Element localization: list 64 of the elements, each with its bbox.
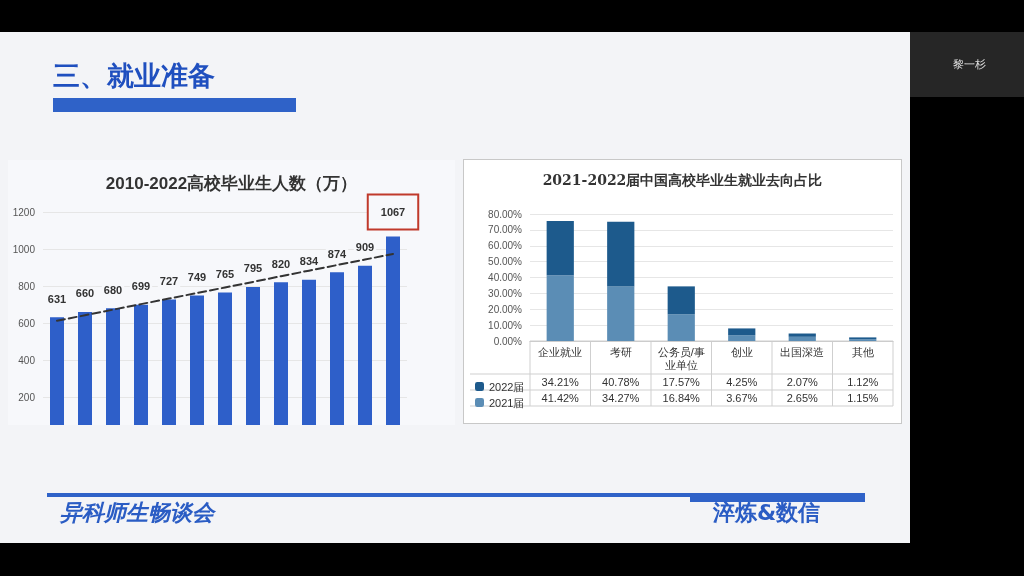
legend-label: 2022届 xyxy=(489,380,525,393)
x-tick-label: 出国深造 xyxy=(780,345,825,358)
data-label: 699 xyxy=(131,280,151,293)
data-label: 631 xyxy=(47,292,67,305)
bar xyxy=(788,336,816,341)
x-tick-label: 企业就业 xyxy=(538,345,583,358)
data-label: 34.21% xyxy=(541,376,580,388)
text: 异科师生畅谈会 xyxy=(60,499,214,527)
data-label: 874 xyxy=(327,247,348,260)
y-tick-label: 50.00% xyxy=(488,256,523,268)
y-tick-label: 60.00% xyxy=(488,240,523,252)
y-tick-label: 30.00% xyxy=(488,287,523,299)
data-label: 795 xyxy=(243,262,263,275)
data-label: 1.15% xyxy=(847,392,879,404)
bar xyxy=(667,314,695,341)
y-tick-label: 600 xyxy=(18,317,36,329)
bar xyxy=(546,275,574,341)
y-tick-label: 10.00% xyxy=(488,319,523,331)
bar xyxy=(667,286,695,315)
x-tick-label: 其他 xyxy=(851,345,874,358)
y-tick-label: 800 xyxy=(18,280,36,292)
bar xyxy=(546,220,574,276)
x-tick-label: 公务员/事业单位 xyxy=(657,345,705,371)
data-label: 16.84% xyxy=(662,392,701,404)
y-tick-label: 400 xyxy=(18,354,36,366)
y-tick-label: 1000 xyxy=(12,243,36,255)
data-label: 3.67% xyxy=(726,392,758,404)
data-label: 680 xyxy=(103,283,123,296)
data-label: 34.27% xyxy=(602,392,640,404)
bar xyxy=(728,335,756,341)
data-label: 909 xyxy=(355,241,375,254)
y-tick-label: 1200 xyxy=(12,206,36,218)
bar xyxy=(607,221,635,287)
text: 黎一杉 xyxy=(953,57,986,72)
data-label: 834 xyxy=(299,255,320,268)
chart-title: 2010-2022高校毕业生人数（万） xyxy=(105,174,358,193)
data-label: 41.42% xyxy=(541,392,580,404)
data-label: 727 xyxy=(159,275,179,288)
data-label: 4.25% xyxy=(726,376,758,388)
data-label: 40.78% xyxy=(602,376,640,388)
x-tick-label: 考研 xyxy=(609,345,632,358)
bar xyxy=(788,333,816,337)
y-tick-label: 80.00% xyxy=(488,208,523,220)
data-label: 749 xyxy=(187,270,207,283)
data-label: 765 xyxy=(215,267,235,280)
text: 三、就业准备 xyxy=(53,59,215,93)
data-label: 1.12% xyxy=(847,376,879,388)
legend-label: 2021届 xyxy=(489,396,525,409)
data-label: 1067 xyxy=(380,206,406,219)
y-tick-label: 0.00% xyxy=(493,335,523,347)
data-label: 660 xyxy=(75,287,95,300)
x-tick-label: 创业 xyxy=(730,345,753,358)
data-label: 820 xyxy=(271,257,291,270)
chart-title: 2021-2022届中国高校毕业生就业去向占比 xyxy=(542,172,823,188)
y-tick-label: 70.00% xyxy=(488,224,523,236)
y-tick-label: 200 xyxy=(18,391,36,403)
y-tick-label: 20.00% xyxy=(488,303,523,315)
text: 淬炼&数信 xyxy=(713,499,821,527)
bar xyxy=(728,328,756,336)
bar xyxy=(607,286,635,341)
data-label: 2.07% xyxy=(786,376,819,388)
y-tick-label: 40.00% xyxy=(488,272,523,283)
data-label: 2.65% xyxy=(786,392,819,404)
data-label: 17.57% xyxy=(662,376,701,388)
